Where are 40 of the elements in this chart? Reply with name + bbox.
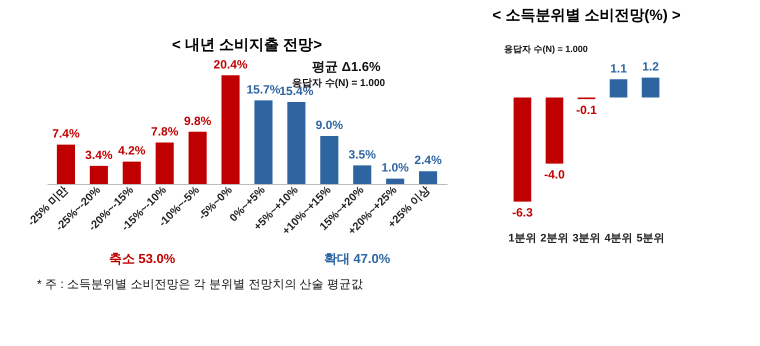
bar [419, 171, 438, 184]
data-label: 7.4% [52, 126, 80, 141]
text: * 주 : 소득분위별 소비전망은 각 분위별 전망치의 산술 평균값 [37, 277, 364, 291]
text: 평균 Δ1.6% [312, 59, 382, 74]
x-tick-label: 1분위 [508, 232, 536, 244]
data-label: -4.0 [544, 168, 566, 182]
text: 확대 47.0% [324, 251, 391, 266]
x-tick-label: 2분위 [540, 232, 569, 244]
data-label: 1.0% [381, 160, 410, 175]
bar [254, 100, 273, 184]
bar [386, 178, 404, 184]
bar [90, 166, 108, 184]
text: 응답자 수(N) = 1.000 [504, 44, 588, 54]
data-label: 3.5% [348, 147, 376, 162]
chart-title: < 소득분위별 소비전망(%) > [492, 7, 681, 24]
data-label: 1.1 [610, 61, 628, 76]
data-label: 2.4% [414, 153, 442, 168]
bar [56, 144, 75, 184]
data-label: 9.8% [184, 114, 212, 128]
bar [221, 75, 240, 184]
bar [287, 102, 306, 184]
bar [353, 165, 372, 184]
data-label: 9.0% [316, 118, 344, 132]
data-label: 7.8% [151, 124, 179, 138]
bar [122, 162, 141, 184]
data-label: -6.3 [512, 206, 534, 220]
data-label: 4.2% [118, 144, 146, 158]
chart-title: < 내년 소비지출 전망> [172, 36, 322, 54]
bar [320, 136, 338, 184]
x-tick-label: 5분위 [636, 232, 665, 244]
x-tick-label: 4분위 [604, 232, 633, 244]
text: 축소 53.0% [108, 251, 176, 266]
data-label: 3.4% [85, 148, 113, 162]
x-tick-label: 3분위 [572, 232, 601, 244]
bar [156, 142, 174, 184]
data-label: 15.7% [246, 82, 281, 96]
data-label: -0.1 [576, 103, 598, 118]
data-label: 20.4% [214, 57, 248, 72]
data-label: 1.2 [642, 60, 660, 74]
bar [188, 132, 207, 184]
